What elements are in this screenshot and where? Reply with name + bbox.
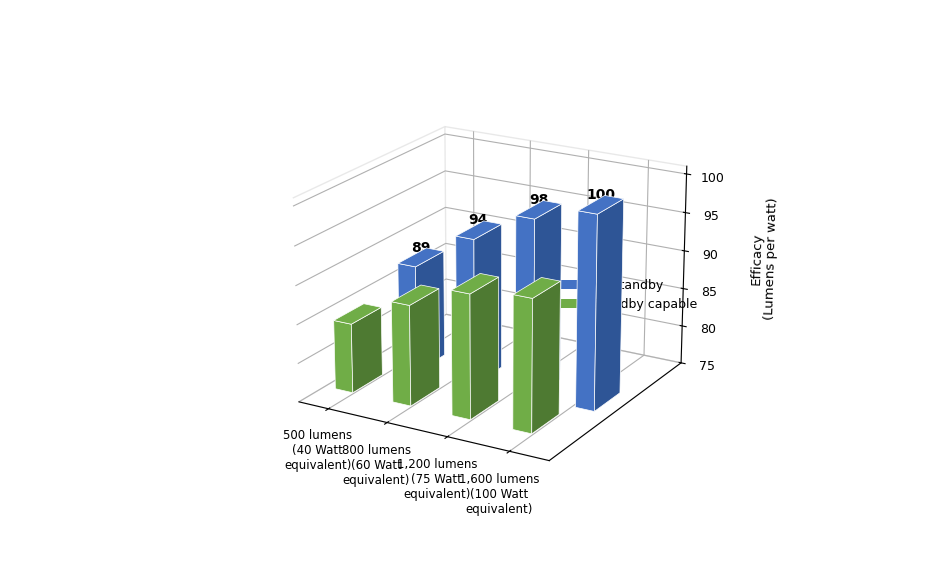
Legend: No standby, Standby capable: No standby, Standby capable [552, 273, 703, 316]
